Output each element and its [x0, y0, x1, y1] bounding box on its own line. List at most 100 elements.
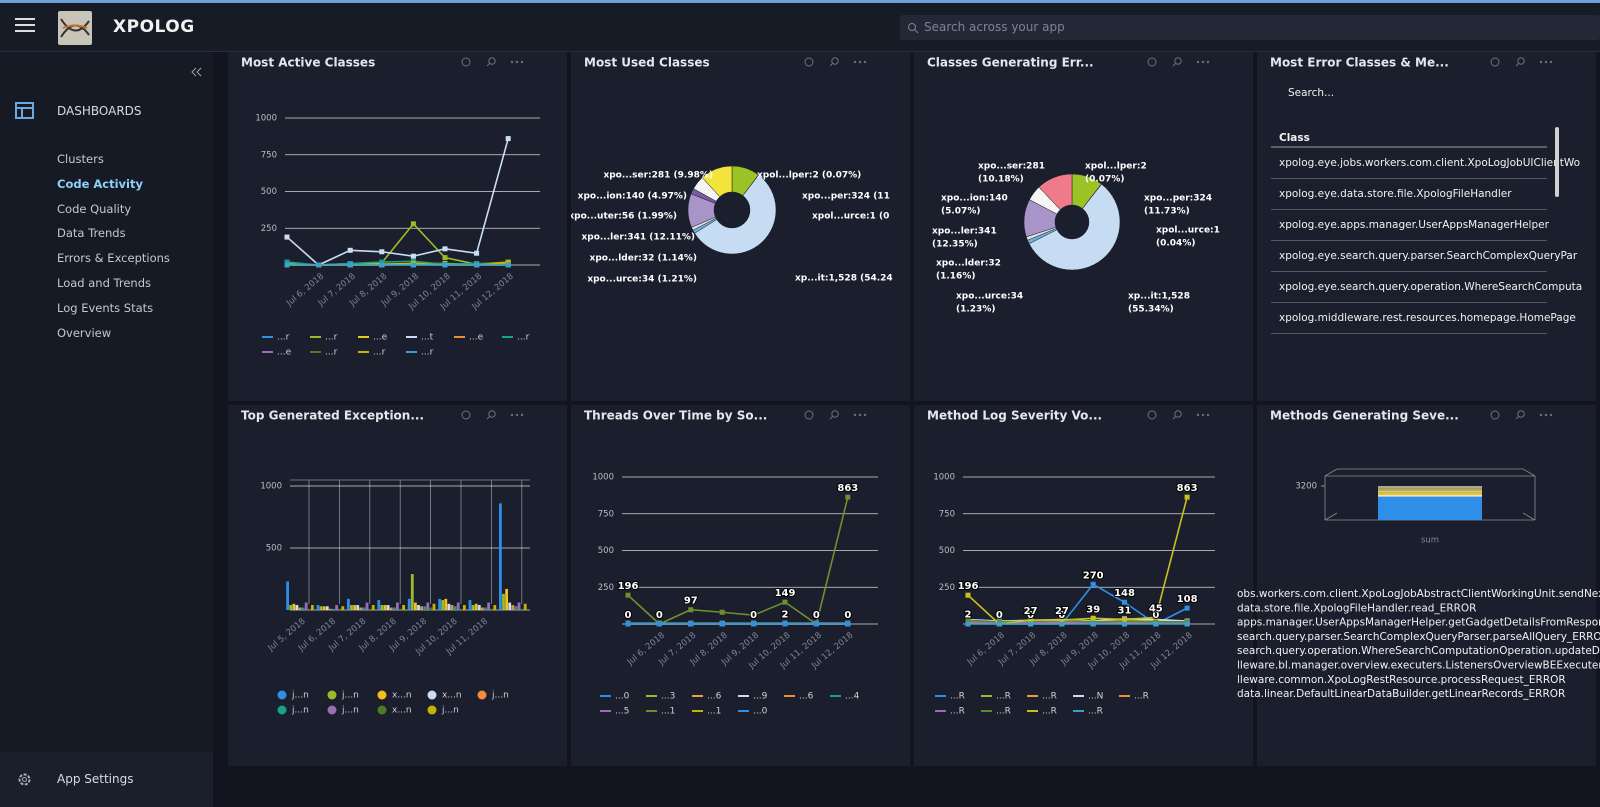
- menu-dot: [521, 414, 523, 416]
- legend-swatch: [278, 706, 287, 715]
- slice-label: xpo...uter:56 (1.99%): [571, 212, 677, 222]
- info-icon[interactable]: [805, 58, 813, 66]
- table-cell[interactable]: xpolog.eye.data.store.file.XpologFileHan…: [1279, 188, 1512, 200]
- data-label: 2: [965, 610, 972, 621]
- point-marker: [1091, 616, 1096, 621]
- bar: [381, 605, 384, 610]
- menu-dot: [1202, 61, 1204, 63]
- series-line: [628, 497, 848, 624]
- bar: [505, 589, 508, 610]
- point-marker: [1122, 622, 1127, 627]
- info-icon[interactable]: [805, 411, 813, 419]
- data-label: 270: [1083, 570, 1104, 581]
- info-icon[interactable]: [1148, 411, 1156, 419]
- y-tick-label: 3200: [1295, 482, 1317, 492]
- slice-label: xpo...lder:32 (1.14%): [590, 254, 697, 264]
- nav-item[interactable]: Clusters: [57, 151, 170, 176]
- bar-segment: [1378, 497, 1482, 520]
- point-marker: [379, 249, 384, 254]
- table-search[interactable]: Search...: [1288, 87, 1334, 99]
- nav-item[interactable]: Overview: [57, 325, 170, 350]
- bar: [332, 609, 335, 610]
- legend-label: ...e: [277, 348, 292, 358]
- bar: [484, 608, 487, 610]
- point-marker: [285, 235, 290, 240]
- info-icon[interactable]: [462, 411, 470, 419]
- table-cell[interactable]: xpolog.eye.search.query.parser.SearchCom…: [1279, 250, 1578, 262]
- info-icon[interactable]: [1148, 58, 1156, 66]
- data-label: 45: [1149, 603, 1163, 614]
- zoom-icon-handle: [830, 416, 833, 419]
- point-marker: [1059, 622, 1064, 627]
- nav-item[interactable]: Log Events Stats: [57, 300, 170, 325]
- bar: [411, 574, 414, 610]
- bar: [508, 603, 511, 610]
- y-tick-label: 750: [598, 509, 614, 519]
- dashboard-icon: [15, 102, 34, 119]
- data-label: 196: [618, 581, 639, 592]
- nav-item[interactable]: Load and Trends: [57, 275, 170, 300]
- widget-title: Threads Over Time by So...: [584, 409, 767, 423]
- menu-dot: [864, 61, 866, 63]
- menu-dot: [1202, 414, 1204, 416]
- menu-dot: [1540, 61, 1542, 63]
- point-marker: [657, 622, 662, 627]
- info-icon[interactable]: [462, 58, 470, 66]
- bar: [399, 609, 402, 610]
- data-label: 0: [750, 610, 757, 621]
- point-marker: [285, 263, 290, 268]
- table-cell[interactable]: xpolog.middleware.rest.resources.homepag…: [1279, 312, 1576, 324]
- bar: [524, 604, 527, 610]
- info-icon[interactable]: [1491, 58, 1499, 66]
- search-box[interactable]: Search across your app: [900, 15, 1600, 40]
- bar: [448, 604, 451, 610]
- legend-label: j...n: [291, 706, 309, 716]
- nav-item[interactable]: Data Trends: [57, 225, 170, 250]
- point-marker: [379, 263, 384, 268]
- widget-title: Most Used Classes: [584, 56, 710, 70]
- widget-svg: Threads Over Time by So...2505007501000J…: [571, 405, 910, 766]
- menu-dot: [511, 414, 513, 416]
- widget-title: Most Active Classes: [241, 56, 375, 70]
- legend-label: ...6: [799, 692, 814, 702]
- bar: [356, 605, 359, 610]
- slice-label: xpo...urce:34 (1.21%): [587, 275, 697, 285]
- slice-label: xpol...lper:2: [1085, 162, 1147, 172]
- info-icon[interactable]: [1491, 411, 1499, 419]
- bar: [463, 605, 466, 610]
- collapse-icon[interactable]: [191, 67, 203, 77]
- legend-label: ...6: [707, 692, 722, 702]
- legend-label: ...r: [325, 333, 338, 343]
- menu-icon[interactable]: [15, 17, 35, 33]
- widget-title: Methods Generating Seve...: [1270, 409, 1459, 423]
- table-cell[interactable]: xpolog.eye.search.query.operation.WhereS…: [1279, 281, 1582, 293]
- nav-item[interactable]: Code Activity: [57, 176, 170, 201]
- y-tick-label: 500: [598, 546, 614, 556]
- bar: [475, 604, 478, 610]
- table-cell[interactable]: xpolog.eye.jobs.workers.com.client.XpoLo…: [1279, 157, 1580, 169]
- point-marker: [845, 622, 850, 627]
- nav-item[interactable]: Code Quality: [57, 201, 170, 226]
- point-marker: [474, 263, 479, 268]
- bar: [493, 605, 496, 610]
- point-marker: [626, 622, 631, 627]
- page: {"header":{"brand":"XPOLOG","search_plac…: [0, 0, 1600, 770]
- slice-label: xpo...ion:140 (4.97%): [578, 192, 687, 202]
- legend-label: ...0: [753, 707, 768, 717]
- bar: [341, 606, 344, 610]
- widget-title: Classes Generating Err...: [927, 56, 1094, 70]
- legend-swatch: [478, 691, 487, 700]
- bar-segment: [1378, 495, 1482, 497]
- bar: [305, 603, 308, 610]
- nav-item[interactable]: Errors & Exceptions: [57, 250, 170, 275]
- legend-label: ...5: [615, 707, 629, 717]
- point-marker: [506, 263, 511, 268]
- table-cell[interactable]: xpolog.eye.apps.manager.UserAppsManagerH…: [1279, 219, 1550, 231]
- settings[interactable]: App Settings: [0, 752, 213, 807]
- data-label: 31: [1118, 605, 1132, 616]
- y-tick-label: 1000: [260, 482, 282, 492]
- bar: [363, 608, 366, 610]
